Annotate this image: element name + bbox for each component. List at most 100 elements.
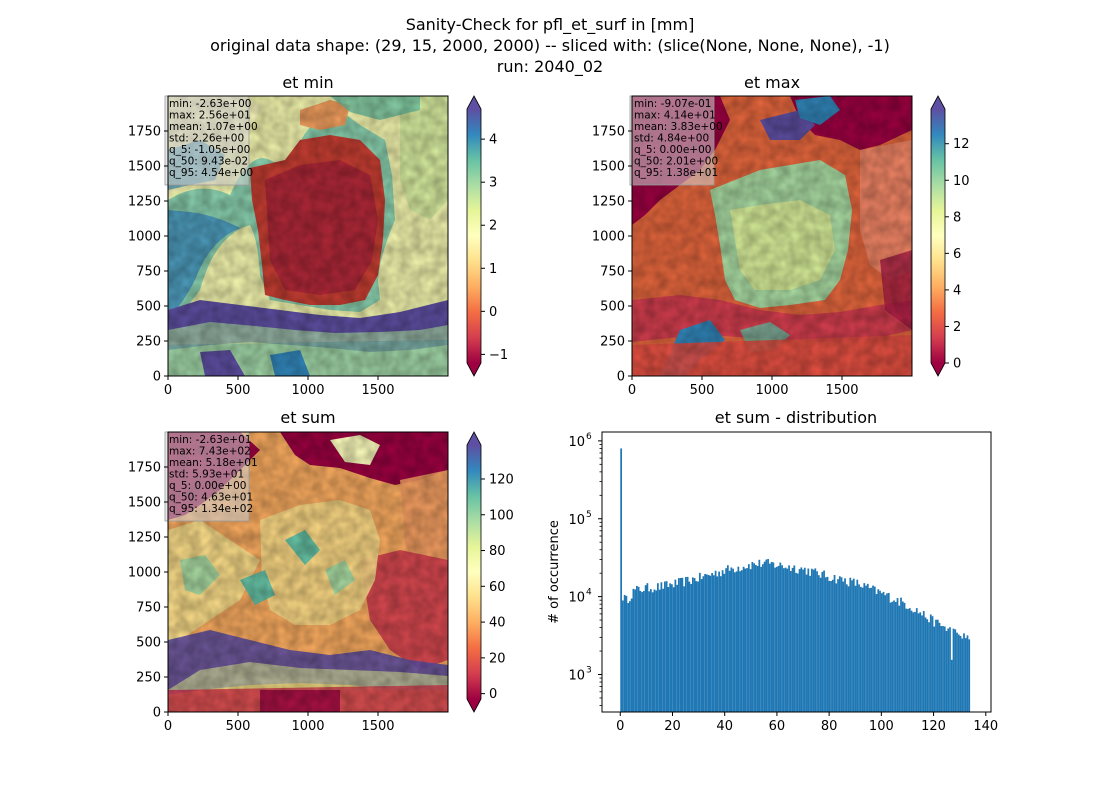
colorbar-tick-label: 2 [489, 219, 497, 234]
x-tick-label: 1500 [361, 719, 394, 734]
histogram-bar [789, 570, 792, 712]
histogram-bar [788, 565, 790, 712]
x-tick-label: 1000 [291, 383, 324, 398]
histogram-bar [854, 585, 857, 712]
histogram-bar [882, 591, 885, 712]
histogram-bar [634, 589, 637, 712]
colorbar: 0 2 4 6 8 10 12 [930, 95, 970, 377]
y-tick-label: 1750 [128, 461, 161, 476]
suptitle-line-2: original data shape: (29, 15, 2000, 2000… [210, 36, 890, 55]
stats-line: q_50: 9.43e-02 [169, 156, 248, 168]
histogram-bar [644, 585, 647, 712]
histogram-bar [742, 566, 745, 712]
histogram-bar [721, 570, 724, 712]
histogram-bar [817, 575, 820, 712]
colorbar-tick-label: 0 [489, 305, 497, 320]
y-axis: 0 250 500 750 1000 1250 1500 1750 [592, 125, 632, 385]
histogram-bar [922, 611, 925, 712]
histogram-bar [840, 577, 843, 712]
stats-line: mean: 3.83e+00 [634, 121, 723, 133]
stats-line: mean: 5.18e+01 [169, 457, 258, 469]
histogram-bar [772, 562, 775, 712]
y-tick-label: 0 [153, 370, 161, 385]
histogram-bar [868, 588, 871, 712]
histogram-bar [863, 583, 866, 712]
x-axis: 0 20 40 60 80 100 120 140 [616, 712, 998, 734]
x-tick-label: 0 [164, 719, 172, 734]
stats-box: min: -9.07e-01 max: 4.14e+01 mean: 3.83e… [629, 95, 723, 186]
histogram-bar [775, 566, 778, 712]
histogram-bar [714, 570, 717, 712]
y-tick-label: 1250 [128, 531, 161, 546]
panel-title: et min [282, 73, 333, 92]
histogram-bar [791, 567, 794, 712]
histogram-bar [697, 581, 699, 712]
stats-box: min: -2.63e+01 max: 7.43e+02 mean: 5.18e… [164, 431, 258, 522]
y-tick-label: 500 [136, 300, 161, 315]
histogram-bar [901, 601, 904, 712]
stats-line: q_50: 2.01e+00 [634, 156, 718, 168]
y-tick-label: 250 [600, 335, 625, 350]
colorbar-tick-label: 1 [489, 262, 497, 277]
histogram-bar [760, 566, 762, 712]
histogram-bar [746, 568, 748, 712]
stats-line: max: 4.14e+01 [634, 110, 716, 122]
panel-et-max: et max min: -9.07e-01 max: 4.14e+01 mean… [592, 73, 970, 398]
histogram-bar [737, 566, 740, 712]
histogram-bar [905, 608, 908, 712]
x-tick-label: 60 [769, 719, 786, 734]
histogram-bar [959, 635, 962, 712]
colorbar-tick-label: 80 [489, 544, 506, 559]
x-tick-label: 140 [973, 719, 998, 734]
histogram-bar [665, 581, 668, 712]
x-axis: 0 500 1000 1500 [164, 376, 395, 398]
histogram-bar [894, 601, 897, 712]
histogram-bar [819, 577, 822, 712]
histogram-bar [712, 575, 715, 712]
histogram-bar [963, 633, 965, 712]
histogram-bar [700, 579, 703, 712]
y-tick-label: 1750 [128, 125, 161, 140]
histogram-bar [698, 572, 701, 712]
y-tick-label: 10 [568, 669, 585, 684]
histogram-bar [793, 565, 796, 712]
histogram-bar [637, 586, 640, 712]
colorbar-tick-label: 0 [953, 357, 961, 372]
histogram-bar [691, 577, 694, 712]
stats-line: min: -2.63e+00 [169, 98, 251, 110]
histogram-bar [749, 569, 752, 712]
histogram-bar [961, 638, 964, 712]
x-tick-label: 500 [226, 383, 251, 398]
histogram-bar [784, 567, 787, 712]
histogram-bar [842, 581, 845, 712]
y-tick-label: 750 [600, 265, 625, 280]
y-tick-label: 1500 [592, 160, 625, 175]
histogram-bar [690, 583, 692, 712]
histogram-bar [861, 587, 864, 712]
suptitle-line-3: run: 2040_02 [497, 57, 603, 77]
histogram-bar [679, 578, 682, 712]
histogram-bar [744, 568, 747, 712]
histogram-bar [942, 626, 944, 712]
histogram-bar [919, 612, 922, 712]
histogram-bar [677, 578, 680, 712]
histogram-bar [639, 590, 642, 712]
histogram-bar [952, 628, 955, 712]
stats-line: mean: 1.07e+00 [169, 121, 258, 133]
heatmap-image [168, 432, 448, 712]
y-tick-label: 750 [136, 265, 161, 280]
histogram-bar [641, 592, 644, 712]
histogram-bar [858, 584, 860, 712]
histogram-bar [667, 587, 670, 712]
histogram-bar [630, 598, 633, 712]
stats-line: q_95: 1.34e+02 [169, 503, 253, 515]
histogram-bar [688, 581, 691, 712]
histogram-bar [900, 597, 902, 712]
histogram-bar [693, 578, 696, 712]
y-tick-label: 0 [617, 370, 625, 385]
histogram-bar [877, 589, 880, 712]
histogram-bar [940, 626, 943, 712]
histogram-bar [908, 608, 911, 712]
histogram-bar [830, 581, 832, 712]
histogram-bar [924, 617, 927, 712]
